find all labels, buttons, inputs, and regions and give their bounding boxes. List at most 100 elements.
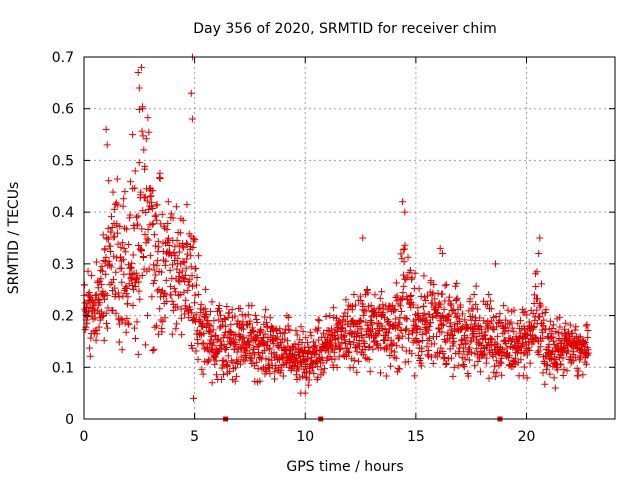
data-point [440,321,448,329]
data-point [393,342,401,350]
data-point [269,340,277,348]
data-point [164,220,172,228]
data-point [306,328,314,336]
data-point [179,216,187,224]
data-point [508,324,516,332]
data-point [447,301,455,309]
data-point [98,313,106,321]
data-point [231,364,239,372]
data-point [85,289,93,297]
data-point [584,349,592,357]
data-point [148,220,156,228]
data-point [105,177,113,185]
data-point [404,253,412,261]
data-point [187,252,195,260]
data-point [451,282,459,290]
data-point [543,361,551,369]
data-point [140,253,148,261]
data-point [473,345,481,353]
data-point [153,216,161,224]
data-point [143,197,151,205]
data-point [184,278,192,286]
data-point [187,89,195,97]
data-point [449,372,457,380]
data-point [104,235,112,243]
data-point [554,366,562,374]
data-point [314,316,322,324]
data-point [568,330,576,338]
data-point [384,329,392,337]
data-point [167,210,175,218]
data-point [517,317,525,325]
data-point [225,309,233,317]
data-point [399,271,407,279]
data-point [211,332,219,340]
data-point [380,336,388,344]
data-point [155,174,163,182]
data-point [108,224,116,232]
data-point [539,334,547,342]
data-point [245,338,253,346]
data-point [249,327,257,335]
data-point [439,350,447,358]
data-point [138,225,146,233]
data-point [174,292,182,300]
data-point [178,331,186,339]
data-point [125,241,133,249]
data-point [369,345,377,353]
data-point [433,332,441,340]
data-point [131,167,139,175]
data-point [308,360,316,368]
data-point [113,175,121,183]
data-point [328,325,336,333]
data-point [342,327,350,335]
data-point [177,305,185,313]
data-point [108,279,116,287]
data-point [447,330,455,338]
data-point [399,246,407,254]
data-point [228,306,236,314]
data-point [124,300,132,308]
data-point [445,312,453,320]
data-point [459,344,467,352]
data-point [202,285,210,293]
data-point [471,362,479,370]
data-point [413,329,421,337]
data-point [252,316,260,324]
data-point [231,377,239,385]
data-point [450,338,458,346]
data-point [434,309,442,317]
data-point [150,345,158,353]
data-point [462,339,470,347]
data-point [125,214,133,222]
data-point [361,346,369,354]
data-point [292,327,300,335]
data-point [428,299,436,307]
data-point [118,278,126,286]
data-point [251,311,259,319]
data-point [140,146,148,154]
data-point [189,234,197,242]
data-point [519,372,527,380]
data-point [111,284,119,292]
data-point [129,251,137,259]
data-point [549,337,557,345]
data-point [473,305,481,313]
data-point [460,363,468,371]
data-point [192,347,200,355]
data-point [205,321,213,329]
data-point [407,266,415,274]
data-point [84,267,92,275]
data-point [221,315,229,323]
data-point [94,284,102,292]
data-point [128,271,136,279]
data-point [444,315,452,323]
data-point [278,362,286,370]
data-point [188,115,196,123]
data-point [170,249,178,257]
data-point [447,354,455,362]
data-point [103,291,111,299]
data-point [384,306,392,314]
data-point [189,282,197,290]
data-point [138,246,146,254]
